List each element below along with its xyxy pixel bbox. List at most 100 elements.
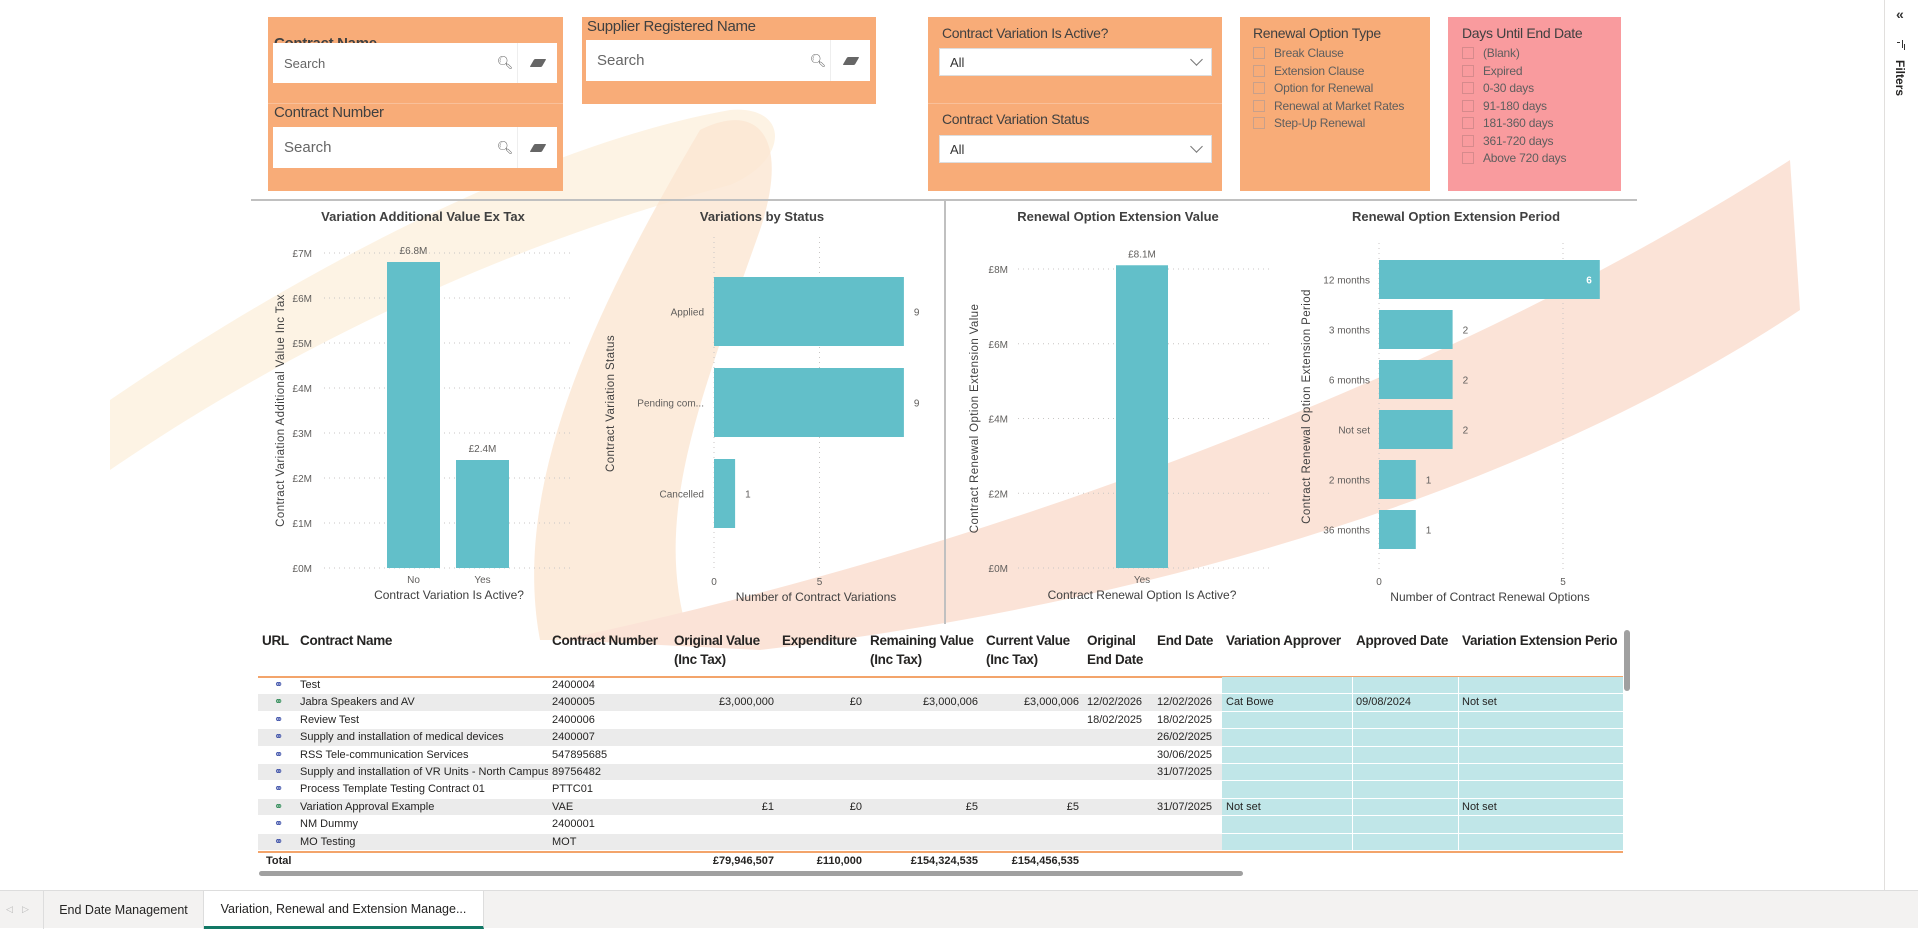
- bar-3-months[interactable]: [1379, 310, 1453, 349]
- supplier-search[interactable]: Search 🔍︎: [586, 40, 870, 81]
- double-chevron-left-icon[interactable]: «: [1896, 6, 1904, 22]
- search-icon[interactable]: 🔍︎: [496, 139, 514, 155]
- table-row[interactable]: [258, 833, 1222, 850]
- slicer-option[interactable]: 91-180 days: [1462, 99, 1547, 113]
- slicer-option[interactable]: Option for Renewal: [1253, 81, 1373, 95]
- link-icon[interactable]: ⚭: [274, 748, 284, 761]
- slicer-option[interactable]: Above 720 days: [1462, 151, 1566, 165]
- checkbox[interactable]: [1462, 152, 1474, 164]
- checkbox[interactable]: [1462, 117, 1474, 129]
- table-cell: 2400005: [552, 696, 595, 709]
- table-row[interactable]: [258, 729, 1222, 746]
- table-row[interactable]: [258, 798, 1222, 816]
- bar-pending-com-[interactable]: [714, 368, 904, 437]
- variation-status-dropdown[interactable]: All: [939, 135, 1212, 163]
- y-tick-label: 6 months: [1329, 376, 1370, 387]
- y-axis-title: Contract Variation Status: [605, 335, 617, 472]
- contract-name-search[interactable]: Search 🔍︎: [273, 43, 557, 83]
- checkbox[interactable]: [1462, 82, 1474, 94]
- table-row[interactable]: [258, 694, 1222, 711]
- link-icon[interactable]: ⚭: [274, 696, 284, 709]
- dropdown-value: All: [950, 141, 965, 157]
- bar-12-months[interactable]: [1379, 260, 1600, 299]
- filter-icon[interactable]: [1897, 40, 1907, 50]
- data-label: 1: [1426, 526, 1432, 537]
- column-header[interactable]: Original Value (Inc Tax): [674, 633, 760, 667]
- variation-slicers: Contract Variation Is Active? All Contra…: [928, 17, 1222, 191]
- column-header[interactable]: End Date: [1157, 633, 1214, 648]
- checkbox[interactable]: [1253, 82, 1265, 94]
- link-icon[interactable]: ⚭: [274, 800, 284, 813]
- checkbox[interactable]: [1253, 64, 1265, 77]
- bar-applied[interactable]: [714, 277, 904, 346]
- eraser-icon[interactable]: [517, 127, 557, 168]
- search-icon[interactable]: 🔍︎: [809, 52, 827, 68]
- contract-number-search[interactable]: Search 🔍︎: [273, 127, 557, 168]
- checkbox[interactable]: [1462, 99, 1474, 112]
- horizontal-scrollbar[interactable]: [259, 871, 1243, 876]
- bar-no[interactable]: [387, 262, 440, 568]
- table-cell: £3,000,006: [922, 696, 978, 709]
- tab-end-date-management[interactable]: End Date Management: [43, 891, 204, 929]
- slicer-option[interactable]: Expired: [1462, 64, 1522, 78]
- slicer-title: Supplier Registered Name: [587, 18, 756, 35]
- column-header[interactable]: URL: [262, 633, 289, 648]
- link-icon[interactable]: ⚭: [274, 783, 284, 796]
- column-header[interactable]: Expenditure: [782, 633, 857, 648]
- slicer-option[interactable]: 361-720 days: [1462, 134, 1554, 148]
- table-cell: Variation Approval Example: [300, 800, 435, 813]
- table-cell: Process Template Testing Contract 01: [300, 783, 485, 796]
- vertical-scrollbar[interactable]: [1624, 630, 1630, 691]
- column-header[interactable]: Contract Number: [552, 633, 658, 648]
- bar-2-months[interactable]: [1379, 460, 1416, 499]
- link-icon[interactable]: ⚭: [274, 679, 284, 691]
- bar-not-set[interactable]: [1379, 410, 1453, 449]
- slicer-option[interactable]: Break Clause: [1253, 46, 1344, 60]
- slicer-option[interactable]: Extension Clause: [1253, 64, 1364, 78]
- checkbox[interactable]: [1462, 47, 1474, 59]
- column-header[interactable]: Original End Date: [1087, 633, 1144, 667]
- search-input[interactable]: Search: [284, 139, 332, 156]
- column-header[interactable]: Current Value (Inc Tax): [986, 633, 1070, 667]
- slicer-option[interactable]: (Blank): [1462, 46, 1520, 60]
- slicer-option[interactable]: 0-30 days: [1462, 81, 1534, 95]
- variation-active-dropdown[interactable]: All: [939, 48, 1212, 76]
- eraser-icon[interactable]: [830, 40, 870, 81]
- column-header[interactable]: Variation Extension Perio: [1462, 633, 1618, 648]
- checkbox[interactable]: [1253, 47, 1265, 59]
- column-header[interactable]: Contract Name: [300, 633, 393, 648]
- link-icon[interactable]: ⚭: [274, 818, 284, 831]
- filters-label[interactable]: Filters: [1893, 60, 1907, 97]
- link-icon[interactable]: ⚭: [274, 731, 284, 744]
- bar-cancelled[interactable]: [714, 459, 736, 528]
- tab-scroll-right-icon[interactable]: ▷: [22, 904, 29, 914]
- bar-yes[interactable]: [456, 460, 509, 568]
- days-until-end-date-slicer: Days Until End Date (Blank) Expired 0-30 d…: [1448, 17, 1621, 191]
- column-header[interactable]: Variation Approver: [1226, 633, 1341, 648]
- total-label: Total: [266, 855, 292, 867]
- checkbox[interactable]: [1253, 99, 1265, 112]
- checkbox[interactable]: [1462, 64, 1474, 77]
- search-input[interactable]: Search: [284, 55, 326, 71]
- link-icon[interactable]: ⚭: [274, 766, 284, 778]
- link-icon[interactable]: ⚭: [274, 713, 284, 726]
- bar-yes[interactable]: [1116, 265, 1168, 568]
- column-separator: [1352, 677, 1353, 851]
- slicer-option[interactable]: 181-360 days: [1462, 116, 1554, 130]
- tab-variation-renewal-extension[interactable]: Variation, Renewal and Extension Manage.…: [204, 891, 484, 929]
- column-header[interactable]: Remaining Value (Inc Tax): [870, 633, 974, 667]
- eraser-icon[interactable]: [517, 43, 557, 83]
- link-icon[interactable]: ⚭: [274, 835, 284, 848]
- tab-scroll-left-icon[interactable]: ◁: [6, 904, 13, 914]
- checkbox[interactable]: [1253, 117, 1265, 129]
- table-row[interactable]: [258, 764, 1222, 781]
- checkbox[interactable]: [1462, 134, 1474, 147]
- search-icon[interactable]: 🔍︎: [496, 55, 514, 70]
- bar-36-months[interactable]: [1379, 510, 1416, 549]
- column-header[interactable]: Approved Date: [1356, 633, 1449, 648]
- slicer-option[interactable]: Renewal at Market Rates: [1253, 99, 1404, 113]
- search-input[interactable]: Search: [597, 52, 645, 69]
- slicer-option[interactable]: Step-Up Renewal: [1253, 116, 1365, 130]
- bar-6-months[interactable]: [1379, 360, 1453, 399]
- filters-pane[interactable]: « Filters: [1885, 0, 1918, 890]
